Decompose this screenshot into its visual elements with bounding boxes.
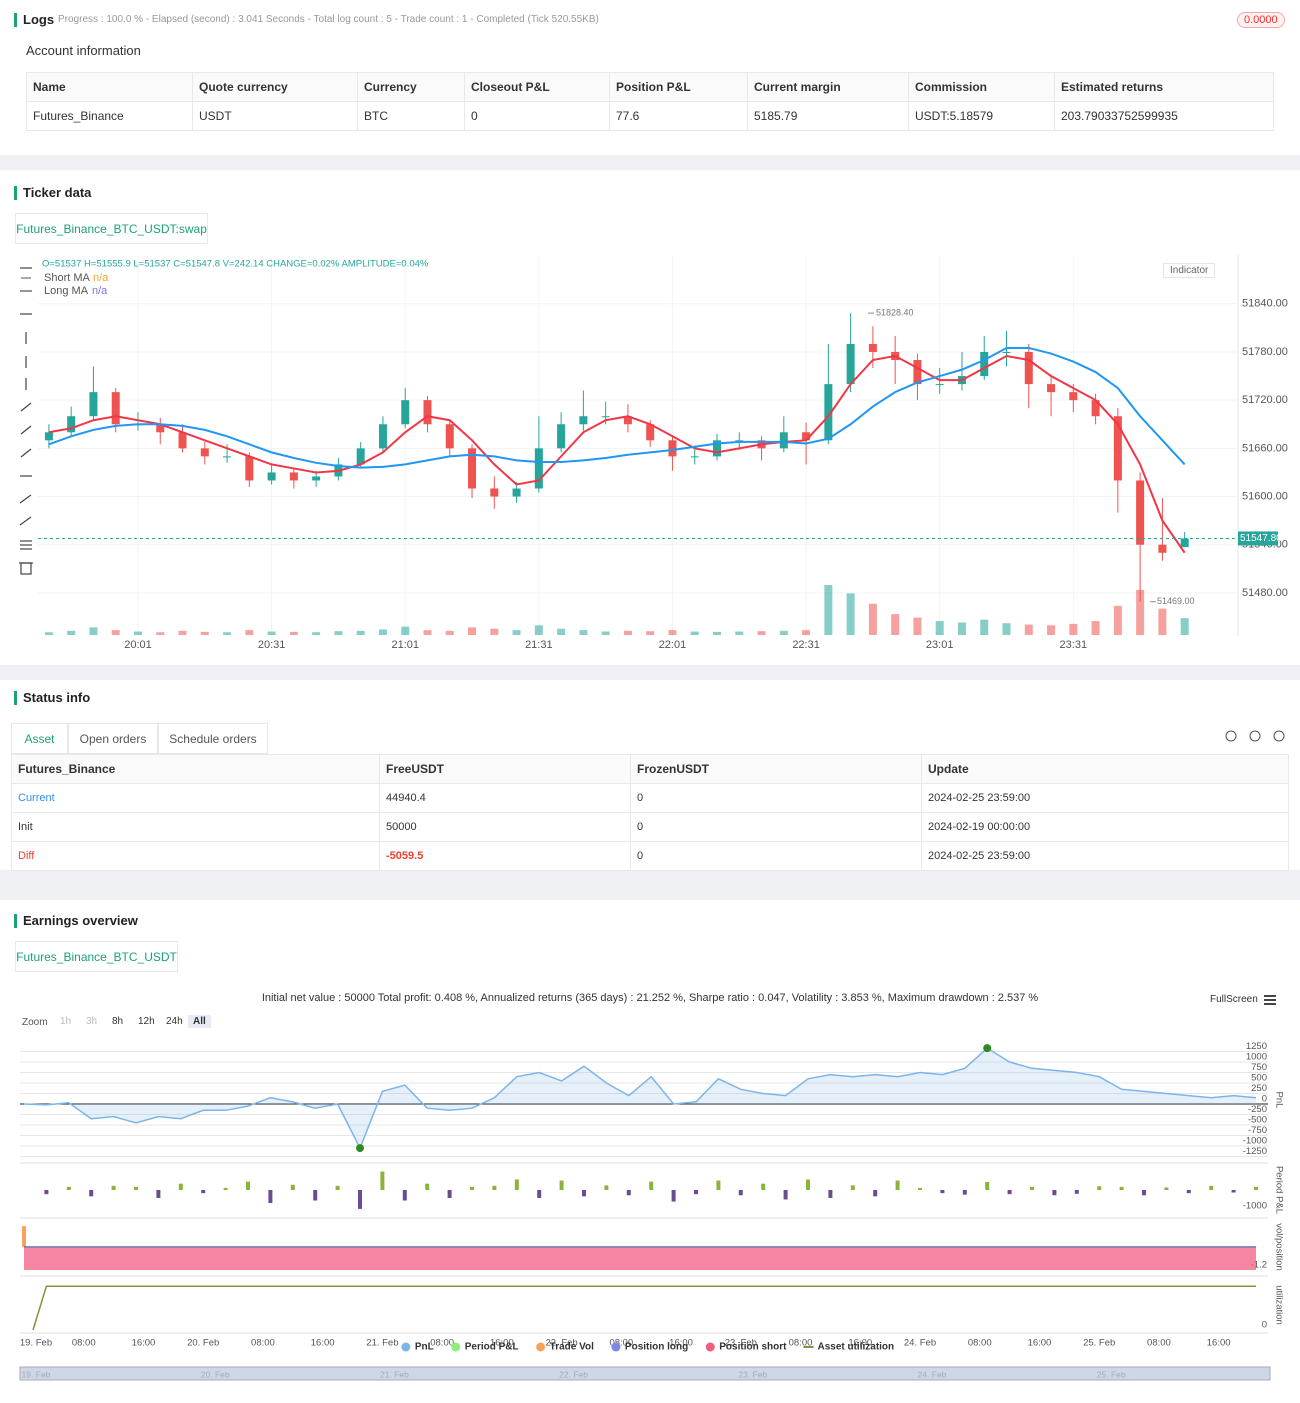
indicator-button[interactable]: Indicator <box>1163 263 1216 278</box>
section-marker <box>14 13 17 27</box>
cell: 203.79033752599935 <box>1054 101 1274 131</box>
cell: 0 <box>630 783 922 813</box>
column-header: Commission <box>908 72 1055 102</box>
log-progress: Progress : 100.0 % - Elapsed (second) : … <box>58 14 599 25</box>
cell: USDT <box>192 101 358 131</box>
cell: 44940.4 <box>379 783 631 813</box>
row: Diff -5059.5 0 2024-02-25 23:59:00 <box>11 841 1289 871</box>
cell: 2024-02-25 23:59:00 <box>921 783 1289 813</box>
cell: Diff <box>11 841 380 871</box>
cell: 77.6 <box>609 101 748 131</box>
account-title: Account information <box>26 43 141 58</box>
cell: -5059.5 <box>379 841 631 871</box>
zoom-button[interactable]: 12h <box>138 1016 155 1027</box>
stats: Initial net value : 50000 Total profit: … <box>261 992 1039 1004</box>
log-badge: 0.0000 <box>1237 12 1285 28</box>
table: Futures_Binance FreeUSDT FrozenUSDT Update C… <box>11 754 1289 871</box>
cell: 50000 <box>379 812 631 842</box>
cell: 0 <box>630 812 922 842</box>
section-marker <box>14 186 17 200</box>
section-title: Logs <box>23 12 55 27</box>
header-row: Futures_Binance FreeUSDT FrozenUSDT Update <box>11 754 1289 784</box>
zoom-button[interactable]: 24h <box>166 1016 183 1027</box>
column-header: Futures_Binance <box>11 754 380 784</box>
section-marker <box>14 691 17 705</box>
header-row: Name Quote currency Currency Closeout P&L Po… <box>26 72 1274 102</box>
section-title: Status info <box>23 690 91 705</box>
row: Futures_Binance USDT BTC 0 77.6 5185.79 USDT:5… <box>26 101 1274 131</box>
column-header: Currency <box>357 72 465 102</box>
section-title: Earnings overview <box>23 913 138 928</box>
tab[interactable]: Futures_Binance_BTC_USDT <box>15 941 178 972</box>
column-header: Name <box>26 72 193 102</box>
zoom-button[interactable]: 1h <box>60 1016 72 1027</box>
zoom-button[interactable]: 8h <box>112 1016 124 1027</box>
zoom-button[interactable]: All <box>188 1015 211 1028</box>
column-header: Position P&L <box>609 72 748 102</box>
tab[interactable]: Asset <box>11 723 68 754</box>
zoom-button[interactable]: 3h <box>86 1016 98 1027</box>
fullscreen-button[interactable]: FullScreen <box>1210 994 1258 1005</box>
tab[interactable]: Schedule orders <box>158 723 268 754</box>
column-header: FrozenUSDT <box>630 754 922 784</box>
tab[interactable]: Futures_Binance_BTC_USDT:swap <box>15 213 208 244</box>
section-title: Ticker data <box>23 185 92 200</box>
column-header: Closeout P&L <box>464 72 610 102</box>
cell: Current <box>11 783 380 813</box>
row: Current 44940.4 0 2024-02-25 23:59:00 <box>11 783 1289 813</box>
column-header: Update <box>921 754 1289 784</box>
cell: 5185.79 <box>747 101 909 131</box>
tab[interactable]: Open orders <box>68 723 158 754</box>
cell: 0 <box>630 841 922 871</box>
table: Name Quote currency Currency Closeout P&L Po… <box>26 72 1274 131</box>
cell: 2024-02-25 23:59:00 <box>921 841 1289 871</box>
cell: USDT:5.18579 <box>908 101 1055 131</box>
cell: Futures_Binance <box>26 101 193 131</box>
zoom-label: Zoom <box>22 1017 48 1028</box>
column-header: FreeUSDT <box>379 754 631 784</box>
column-header: Current margin <box>747 72 909 102</box>
row: Init 50000 0 2024-02-19 00:00:00 <box>11 812 1289 842</box>
cell: BTC <box>357 101 465 131</box>
cell: 0 <box>464 101 610 131</box>
column-header: Quote currency <box>192 72 358 102</box>
cell: 2024-02-19 00:00:00 <box>921 812 1289 842</box>
column-header: Estimated returns <box>1054 72 1274 102</box>
cell: Init <box>11 812 380 842</box>
section-marker <box>14 914 17 928</box>
